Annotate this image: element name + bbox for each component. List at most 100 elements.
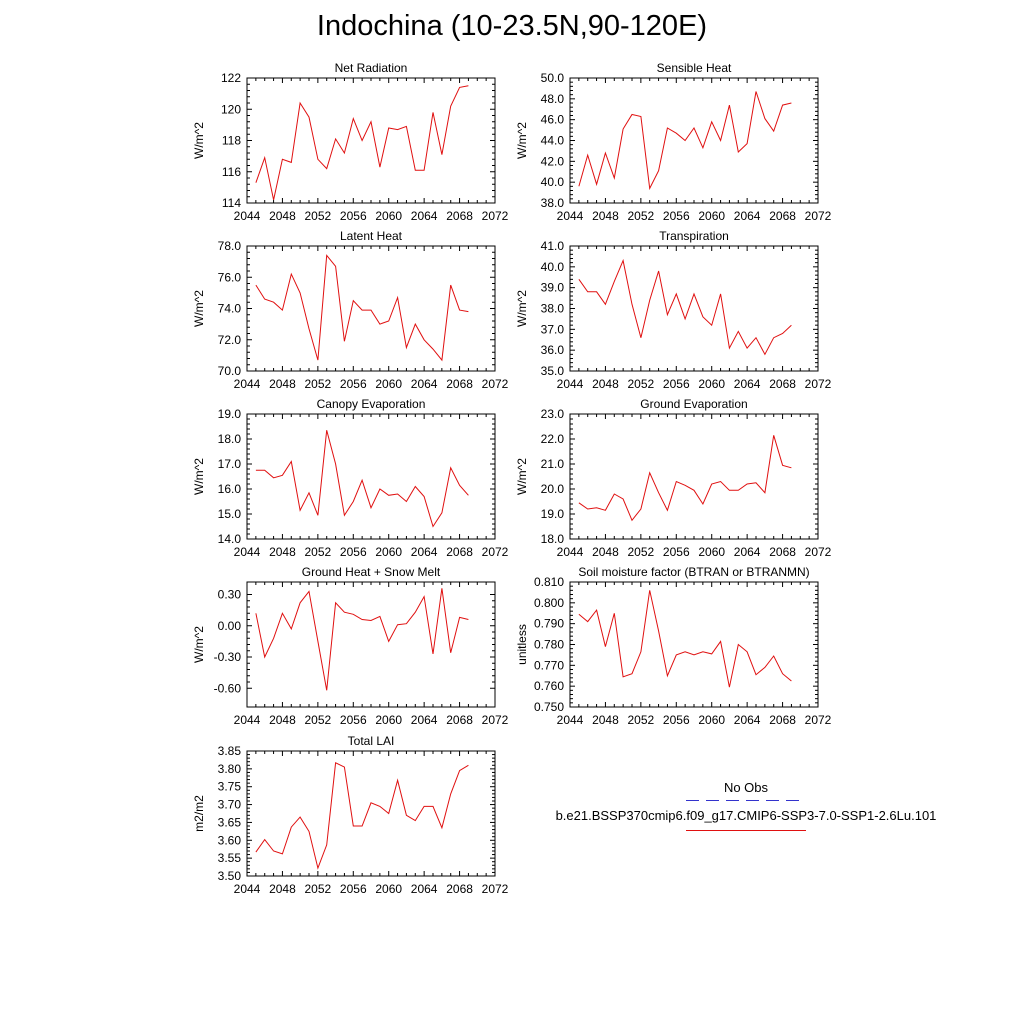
x-tick-label: 2072 [805,209,832,223]
panel-title: Sensible Heat [657,61,732,75]
x-tick-label: 2056 [663,545,690,559]
y-tick-label: 0.30 [218,588,242,602]
x-tick-label: 2064 [734,713,761,727]
x-tick-label: 2044 [557,377,584,391]
x-tick-label: 2048 [269,377,296,391]
x-tick-label: 2048 [269,209,296,223]
y-axis-label: W/m^2 [515,122,529,159]
y-tick-label: 37.0 [541,322,565,336]
y-axis-label: m2/m2 [192,795,206,832]
x-tick-label: 2064 [734,545,761,559]
x-tick-label: 2068 [769,713,796,727]
panel-title: Canopy Evaporation [317,397,426,411]
y-tick-label: 23.0 [541,407,565,421]
series-line [578,435,792,522]
x-tick-label: 2048 [592,377,619,391]
y-tick-label: 22.0 [541,432,565,446]
y-tick-label: 14.0 [218,532,242,546]
x-tick-label: 2044 [234,713,261,727]
y-tick-label: 48.0 [541,92,565,106]
x-tick-label: 2048 [269,545,296,559]
y-tick-label: 44.0 [541,134,565,148]
x-tick-label: 2060 [698,545,725,559]
panel-9: Total LAI m2/m2 2044 2048 2052 2056 2060 2064 20… [192,734,509,896]
x-tick-label: 2056 [340,882,367,896]
y-tick-label: 40.0 [541,175,565,189]
series-line [255,85,469,201]
plot-frame [569,581,819,708]
y-axis-label: W/m^2 [515,290,529,327]
panel-title: Soil moisture factor (BTRAN or BTRANMN) [578,565,809,579]
y-tick-label: 118 [222,134,241,148]
y-axis-label: W/m^2 [192,626,206,663]
panel-title: Ground Heat + Snow Melt [302,565,441,579]
x-tick-label: 2068 [769,209,796,223]
x-tick-label: 2068 [769,377,796,391]
y-tick-label: 39.0 [541,281,565,295]
y-tick-label: -0.60 [214,681,242,695]
x-tick-label: 2044 [234,209,261,223]
panel-1: Net Radiation W/m^2 2044 2048 2052 2056 2060 20… [192,61,509,223]
y-tick-label: 3.70 [218,798,242,812]
panel-2: Sensible Heat W/m^2 2044 2048 2052 2056 2060 20… [515,61,832,223]
y-axis-label: W/m^2 [192,290,206,327]
series-line [255,762,469,870]
x-tick-label: 2060 [375,882,402,896]
y-tick-label: 3.55 [218,851,242,865]
x-tick-label: 2056 [340,209,367,223]
x-tick-label: 2068 [446,713,473,727]
x-tick-label: 2060 [698,713,725,727]
series-line [255,254,469,362]
x-tick-label: 2068 [446,545,473,559]
series-line [578,590,792,688]
plot-frame [246,750,496,877]
x-tick-label: 2072 [482,545,509,559]
x-tick-label: 2056 [663,209,690,223]
plot-frame [246,581,496,708]
x-tick-label: 2068 [446,209,473,223]
y-tick-label: 36.0 [541,343,565,357]
x-tick-label: 2052 [628,545,655,559]
x-tick-label: 2048 [269,882,296,896]
series-line [255,430,469,528]
y-axis-label: W/m^2 [192,458,206,495]
series-line [255,588,469,691]
y-tick-label: 18.0 [541,532,565,546]
x-tick-label: 2056 [340,713,367,727]
x-tick-label: 2060 [698,209,725,223]
y-axis-label: W/m^2 [192,122,206,159]
x-tick-label: 2060 [375,713,402,727]
y-tick-label: 19.0 [541,507,565,521]
panel-7: Ground Heat + Snow Melt W/m^2 2044 2048 2052… [192,565,509,727]
y-tick-label: 0.780 [534,638,564,652]
y-tick-label: 18.0 [218,432,242,446]
panel-4: Transpiration W/m^2 2044 2048 2052 2056 2060 20… [515,229,832,391]
x-tick-label: 2052 [305,209,332,223]
y-tick-label: 3.65 [218,815,242,829]
x-tick-label: 2056 [340,545,367,559]
x-tick-label: 2068 [769,545,796,559]
x-tick-label: 2044 [557,545,584,559]
plot-frame [569,413,819,540]
y-tick-label: 38.0 [541,302,565,316]
series-line [578,258,792,356]
plot-frame [246,77,496,204]
x-tick-label: 2052 [628,377,655,391]
x-tick-label: 2060 [375,545,402,559]
y-tick-label: 0.750 [534,700,564,714]
x-tick-label: 2072 [482,209,509,223]
y-tick-label: 38.0 [541,196,565,210]
x-tick-label: 2056 [663,377,690,391]
figure-title: Indochina (10-23.5N,90-120E) [316,10,708,42]
x-tick-label: 2052 [305,545,332,559]
series-line [578,91,792,191]
y-tick-label: 0.790 [534,617,564,631]
legend-case-label: b.e21.BSSP370cmip6.f09_g17.CMIP6-SSP3-7.… [556,808,937,823]
plot-frame [246,413,496,540]
y-tick-label: 16.0 [218,482,242,496]
y-tick-label: 0.760 [534,679,564,693]
panel-title: Total LAI [348,734,395,748]
x-tick-label: 2064 [411,882,438,896]
y-tick-label: 35.0 [541,364,565,378]
